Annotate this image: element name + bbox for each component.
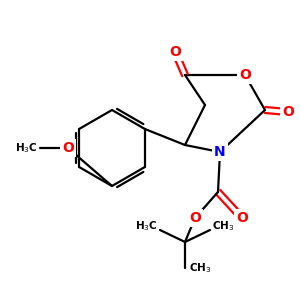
Text: N: N (214, 145, 226, 159)
Text: O: O (62, 141, 74, 155)
Text: O: O (282, 105, 294, 119)
Text: H$_3$C: H$_3$C (135, 219, 158, 233)
Text: O: O (189, 211, 201, 225)
Text: O: O (239, 68, 251, 82)
Text: CH$_3$: CH$_3$ (212, 219, 235, 233)
Text: O: O (169, 45, 181, 59)
Text: O: O (236, 211, 248, 225)
Text: H$_3$C: H$_3$C (15, 141, 38, 155)
Text: CH$_3$: CH$_3$ (189, 261, 212, 275)
